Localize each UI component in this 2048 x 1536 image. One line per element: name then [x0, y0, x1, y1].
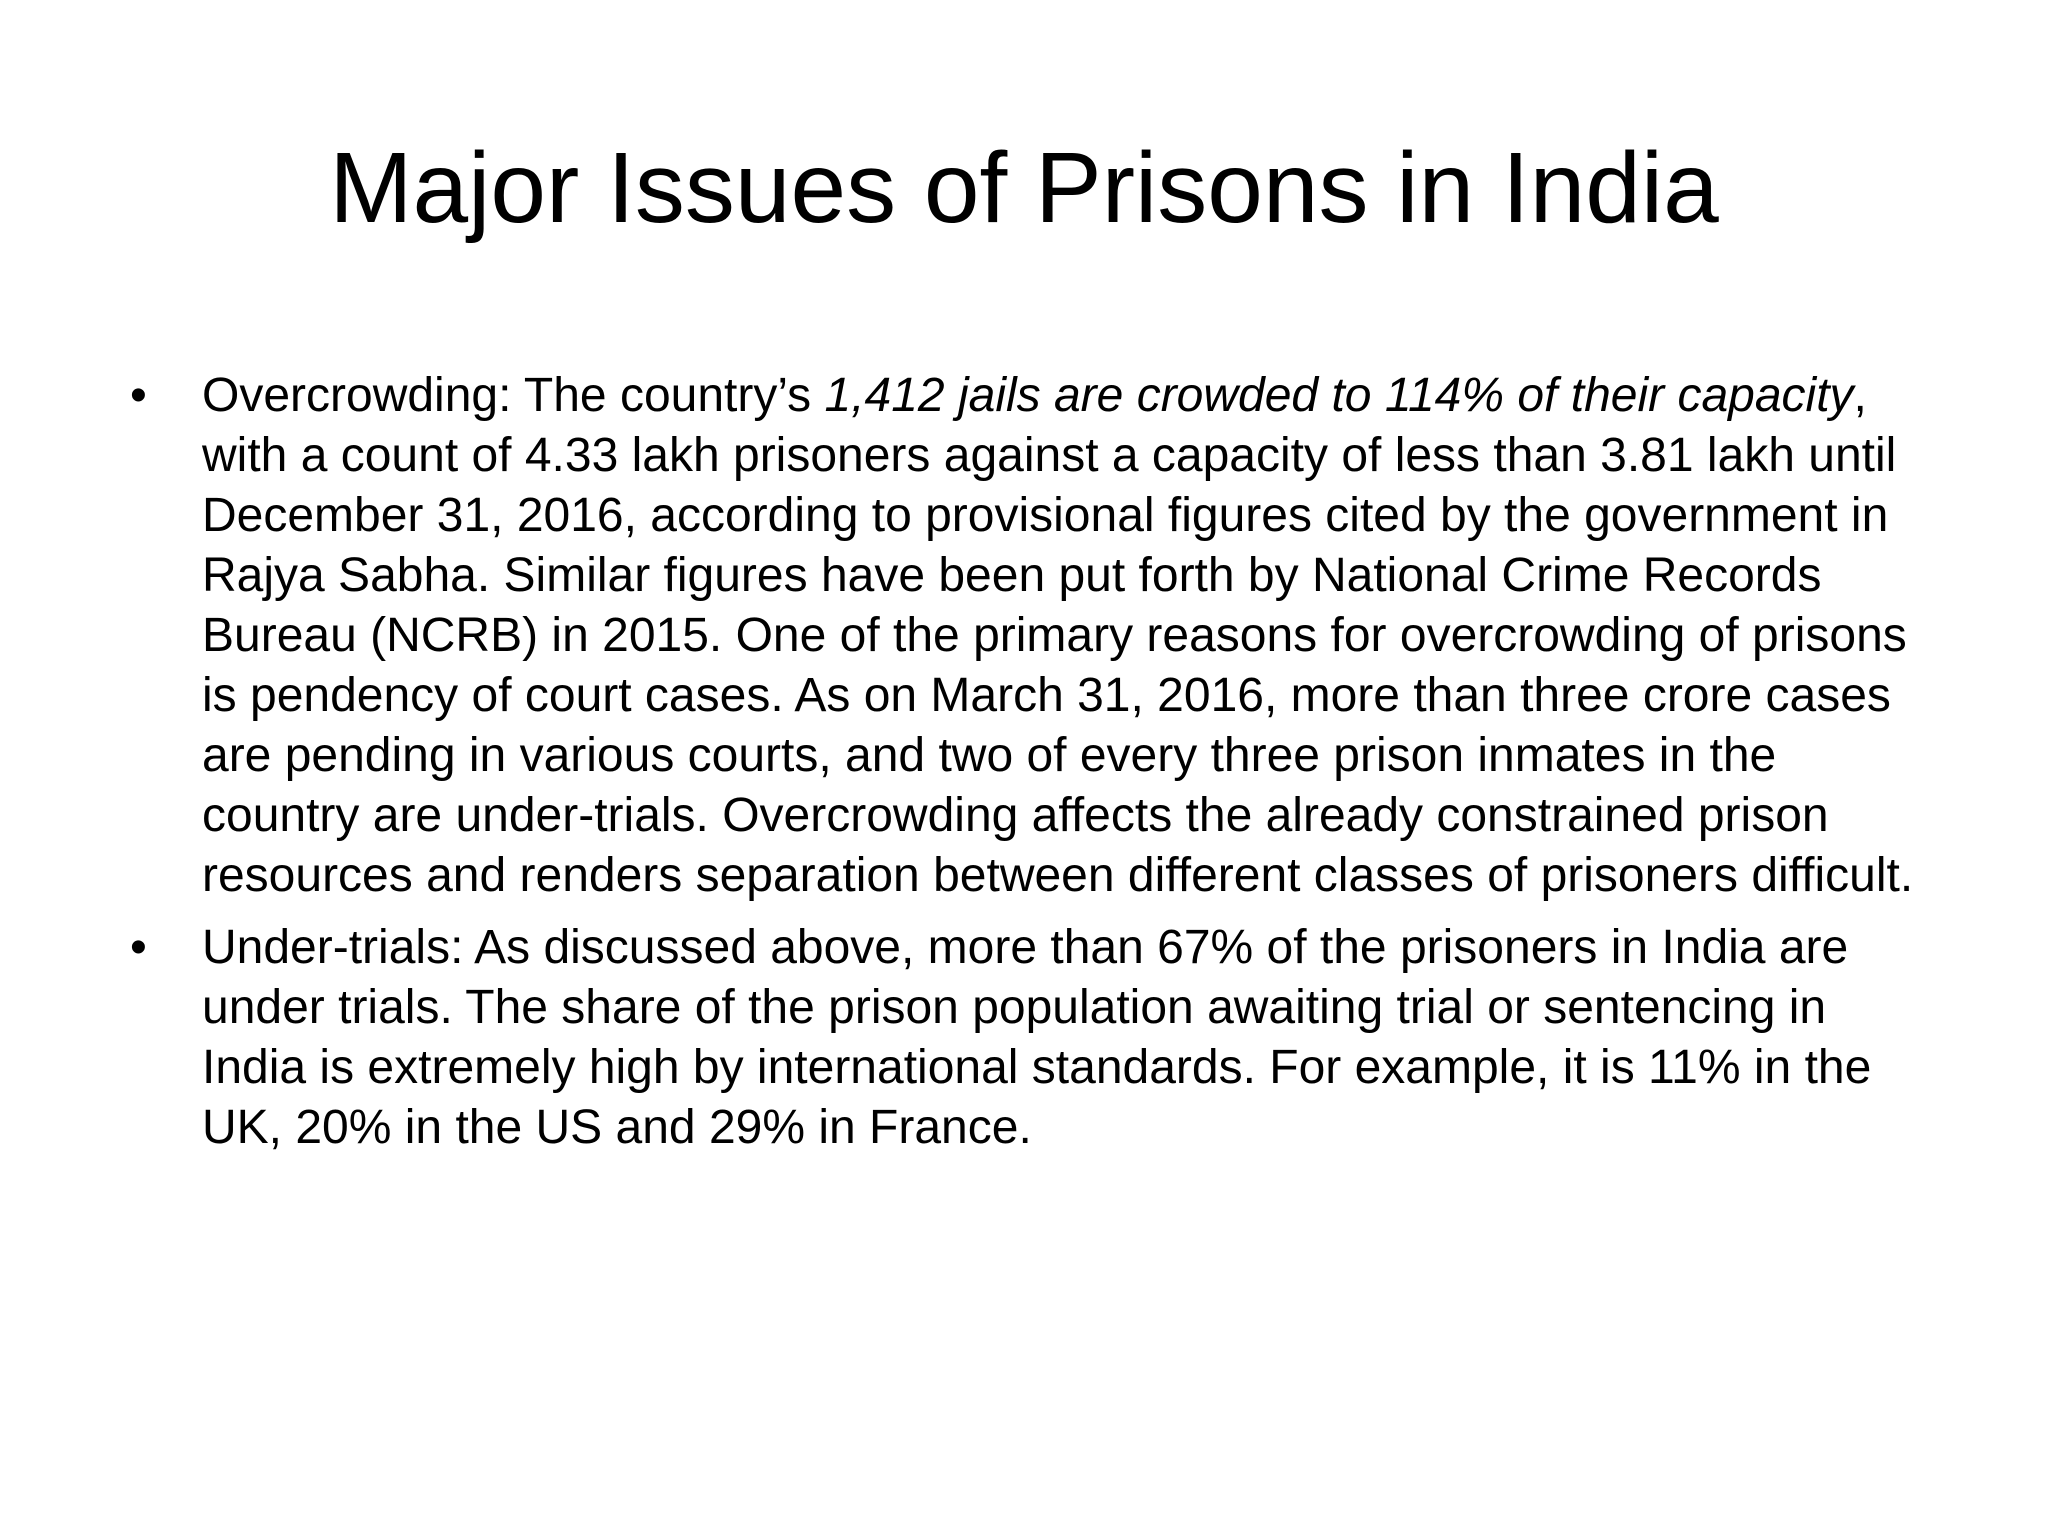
bullet-text: 1,412 jails are crowded to 114% of their…	[824, 369, 1854, 422]
bullet-list: • Overcrowding: The country’s 1,412 jails…	[130, 366, 1930, 1170]
bullet-item: • Under-trials: As discussed above, more …	[130, 918, 1930, 1158]
bullet-marker: •	[130, 369, 147, 422]
bullet-item: • Overcrowding: The country’s 1,412 jails…	[130, 366, 1930, 906]
slide-title: Major Issues of Prisons in India	[329, 132, 1719, 244]
bullet-text: , with a count of 4.33 lakh prisoners ag…	[202, 369, 1914, 902]
bullet-marker: •	[130, 921, 147, 974]
bullet-text: Overcrowding: The country’s	[202, 369, 825, 422]
bullet-text: Under-trials: As discussed above, more t…	[202, 921, 1872, 1154]
